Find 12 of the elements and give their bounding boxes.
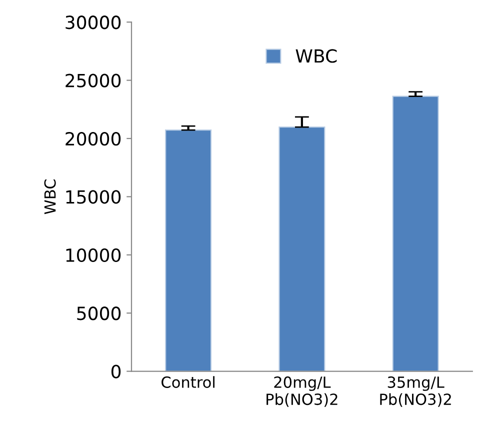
legend-label: WBC [296, 49, 337, 63]
y-tick-label: 25000 [66, 74, 121, 88]
x-tick-label: Control [162, 376, 214, 388]
y-tick-label: 0 [111, 364, 121, 378]
x-tick-label: 35mg/L Pb(NO3)2 [380, 376, 451, 407]
y-tick-label: 30000 [66, 16, 121, 30]
x-tick-label: 20mg/L Pb(NO3)2 [266, 376, 338, 407]
y-axis-title: WBC [44, 180, 56, 214]
y-tick-label: 20000 [66, 132, 121, 146]
y-tick-label: 5000 [77, 306, 121, 320]
y-tick-label: 10000 [66, 248, 121, 262]
y-tick-label: 15000 [66, 190, 121, 204]
